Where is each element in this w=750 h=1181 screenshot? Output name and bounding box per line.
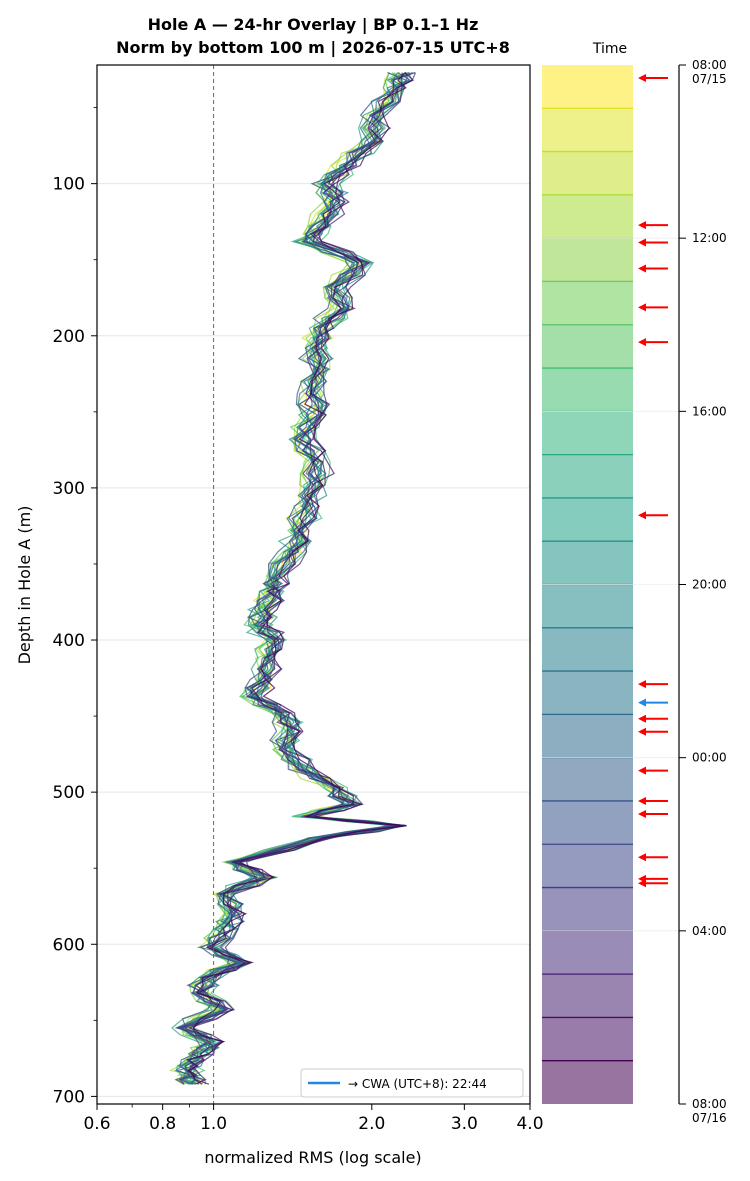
x-tick-label: 4.0 [516,1114,543,1134]
y-tick-label: 600 [53,935,85,955]
legend-box [300,1068,524,1098]
event-arrow-head [638,511,646,520]
legend-label: → CWA (UTC+8): 22:44 [348,1077,487,1091]
time-band [542,800,633,845]
time-tick-label: 20:00 [692,578,727,592]
time-band [542,584,633,628]
profile-lines [168,72,417,1085]
event-arrow-head [638,853,646,862]
plot-frame [96,64,531,1105]
y-tick-label: 700 [53,1087,85,1107]
time-band [542,454,633,498]
event-arrow-head [638,680,646,689]
x-tick-label: 0.8 [149,1114,176,1134]
time-band [542,65,633,109]
profile-line [179,72,406,1085]
time-band [542,281,633,325]
time-tick-label: 12:00 [692,231,727,245]
plot-grid [97,183,530,1097]
profile-line [174,72,394,1085]
event-arrow-head [638,73,646,82]
event-arrow-head [638,727,646,736]
profile-line [175,72,414,1085]
time-band [542,368,633,412]
time-tick-label: 08:00 07/15 [692,58,727,86]
event-arrow-head [638,796,646,805]
chart-title-line1: Hole A — 24-hr Overlay | BP 0.1–1 Hz [148,15,479,35]
profile-line [185,72,407,1085]
y-tick-label: 400 [53,631,85,651]
time-band [542,238,633,282]
time-band [542,757,633,801]
x-tick-label: 2.0 [358,1114,385,1134]
profile-line [181,72,417,1085]
time-band [542,714,633,758]
event-arrow-head [638,714,646,723]
time-band [542,887,633,931]
profile-line [181,72,401,1085]
time-band [542,541,633,585]
time-band [542,1060,633,1104]
y-tick-label: 200 [53,327,85,347]
event-arrow-head [638,766,646,775]
time-tick-label: 04:00 [692,924,727,938]
time-band [542,844,633,888]
event-arrow-head [638,264,646,273]
event-arrow-head [638,809,646,818]
event-arrow-head [638,238,646,247]
chart-title-line2: Norm by bottom 100 m | 2026-07-15 UTC+8 [116,38,510,58]
time-band [542,497,633,542]
time-band [542,974,633,1018]
y-tick-label: 100 [53,175,85,195]
time-axis: 08:00 07/15 12:00 16:00 20:00 00:00 04:00 08:00… [678,58,727,1125]
y-tick-label: 300 [53,479,85,499]
time-band [542,411,633,455]
profile-line [179,72,409,1085]
time-tick-label: 08:00 07/16 [692,1097,727,1125]
highlight-arrow-head [638,698,646,707]
timebar-title: Time [592,41,627,57]
time-band [542,930,633,975]
y-axis-label: Depth in Hole A (m) [15,506,34,665]
event-arrow-head [638,221,646,230]
time-band [542,1017,633,1061]
y-axis: 100 200 300 400 500 600 700 [53,107,97,1107]
time-band [542,324,633,369]
event-arrow-head [638,303,646,312]
x-tick-label: 1.0 [200,1114,227,1134]
x-tick-label: 0.6 [83,1114,110,1134]
x-axis-label: normalized RMS (log scale) [204,1148,421,1167]
legend: → CWA (UTC+8): 22:44 [300,1068,524,1098]
time-tick-label: 00:00 [692,751,727,765]
profile-line [175,72,404,1085]
time-band [542,194,633,239]
time-band [542,627,633,672]
x-axis: 0.6 0.8 1.0 2.0 3.0 4.0 [83,1104,544,1134]
time-band [542,151,633,195]
time-band [542,108,633,152]
time-colorbar [542,65,680,1104]
x-tick-label: 3.0 [451,1114,478,1134]
y-tick-label: 500 [53,783,85,803]
profile-line [183,72,400,1085]
event-arrow-head [638,338,646,347]
time-tick-label: 16:00 [692,404,727,418]
event-arrow-head [638,879,646,888]
time-band [542,671,633,715]
profile-line [188,72,415,1085]
